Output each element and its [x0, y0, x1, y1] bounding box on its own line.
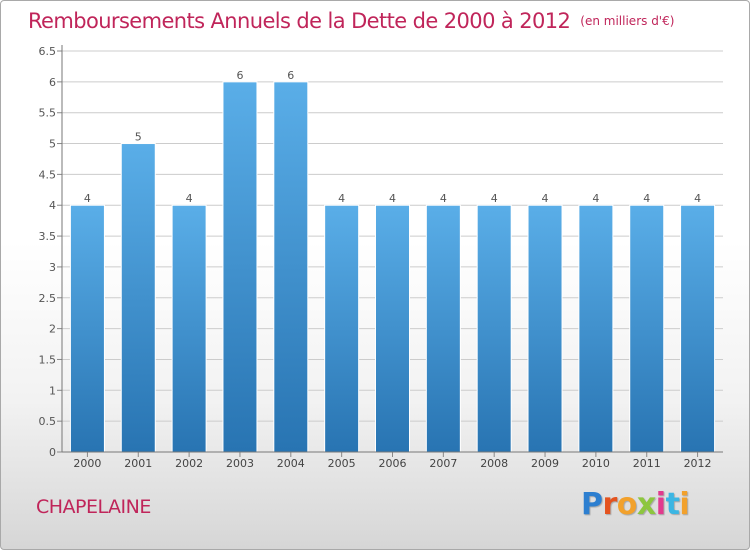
logo-letter: i	[679, 487, 690, 522]
y-tick-label: 0.5	[39, 415, 57, 428]
x-tick-label: 2012	[684, 457, 712, 470]
y-tick-label: 5.5	[39, 107, 57, 120]
y-tick-label: 1	[49, 384, 56, 397]
x-tick-label: 2006	[379, 457, 407, 470]
bar-2012	[680, 204, 716, 453]
x-tick-label: 2001	[124, 457, 152, 470]
x-tick-label: 2002	[175, 457, 203, 470]
data-label-2007: 4	[440, 192, 447, 205]
x-tick-label: 2005	[328, 457, 356, 470]
y-tick-label: 1.5	[39, 353, 57, 366]
bar-2008	[476, 204, 512, 453]
bar-2001	[120, 143, 156, 453]
bar-series	[69, 81, 716, 453]
y-tick-label: 3.5	[39, 230, 57, 243]
labels: 0 0.5 1 1.5 2 2.5 3 3.5 4 4.5 5 5.5 6 6.5 4 2000 5 2001 4 2…	[39, 45, 712, 470]
bar-2011	[629, 204, 665, 453]
chart-subtitle: (en milliers d'€)	[580, 14, 675, 28]
y-tick-label: 0	[49, 446, 56, 459]
bar-2006	[375, 204, 410, 453]
y-tick-label: 6.5	[39, 45, 57, 58]
y-tick-label: 4	[49, 199, 56, 212]
bar-2005	[324, 204, 360, 453]
data-label-2002: 4	[186, 192, 193, 205]
data-label-2012: 4	[694, 192, 701, 205]
x-tick-label: 2000	[73, 457, 101, 470]
bar-2010	[578, 204, 614, 453]
data-label-2005: 4	[338, 192, 345, 205]
data-label-2004: 6	[287, 69, 294, 82]
location-name: CHAPELAINE	[36, 496, 151, 518]
y-tick-label: 2	[49, 323, 56, 336]
data-label-2006: 4	[389, 192, 396, 205]
axes	[57, 45, 723, 457]
data-label-2011: 4	[643, 192, 650, 205]
bar-2007	[425, 204, 461, 453]
data-label-2008: 4	[491, 192, 498, 205]
bar-2004	[273, 81, 309, 453]
x-tick-label: 2007	[429, 457, 457, 470]
x-tick-label: 2008	[480, 457, 508, 470]
x-tick-label: 2011	[633, 457, 661, 470]
data-label-2009: 4	[542, 192, 549, 205]
chart-title: Remboursements Annuels de la Dette de 20…	[28, 9, 674, 33]
chart-title-text: Remboursements Annuels de la Dette de 20…	[28, 9, 571, 33]
logo-letter: t	[665, 487, 680, 522]
data-label-2003: 6	[236, 69, 243, 82]
data-label-2001: 5	[135, 131, 142, 144]
x-tick-label: 2010	[582, 457, 610, 470]
logo-letter: P	[581, 487, 603, 522]
proxiti-logo: Proxiti	[581, 487, 690, 522]
y-tick-label: 2.5	[39, 292, 57, 305]
data-label-2010: 4	[592, 192, 599, 205]
bar-2002	[171, 204, 207, 453]
x-tick-label: 2004	[277, 457, 305, 470]
y-tick-label: 5	[49, 138, 56, 151]
data-label-2000: 4	[84, 192, 91, 205]
x-tick-label: 2003	[226, 457, 254, 470]
y-tick-label: 6	[49, 76, 56, 89]
x-tick-label: 2009	[531, 457, 559, 470]
bar-2000	[69, 204, 105, 453]
logo-letter: i	[655, 487, 666, 522]
logo-letter: r	[602, 487, 618, 522]
bar-2003	[222, 81, 258, 453]
logo-letter: o	[616, 487, 638, 522]
bar-2009	[527, 204, 563, 453]
y-tick-label: 4.5	[39, 168, 57, 181]
y-tick-label: 3	[49, 261, 56, 274]
logo-letter: x	[636, 487, 656, 522]
